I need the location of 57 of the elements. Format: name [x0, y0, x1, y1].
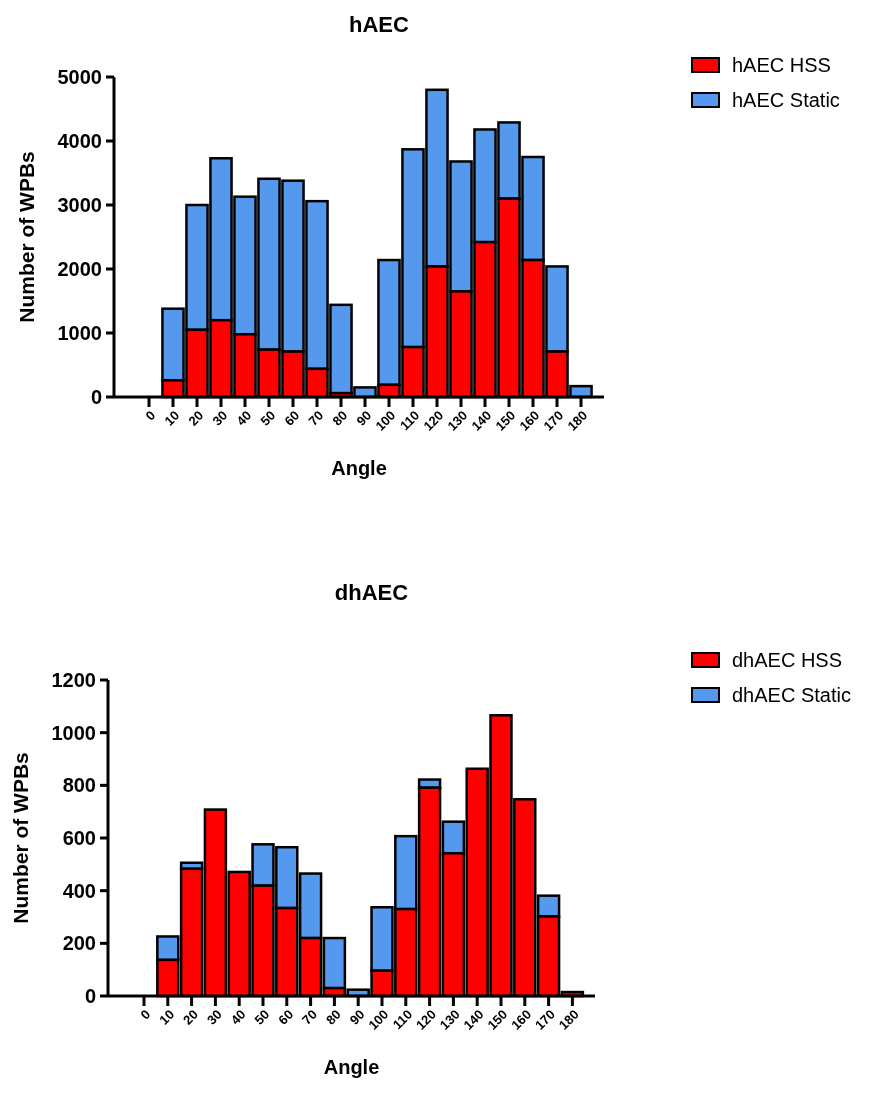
chart-title: dhAEC	[334, 580, 409, 605]
y-axis-title: Number of WPBs	[15, 151, 38, 323]
x-tick-label: 20	[185, 407, 207, 429]
y-axis-title: Number of WPBs	[9, 752, 32, 924]
x-tick-label: 140	[460, 1006, 487, 1033]
x-tick-label: 80	[329, 407, 351, 429]
x-tick-label: 170	[540, 407, 567, 434]
y-tick-label: 200	[62, 932, 96, 955]
x-axis-title: Angle	[331, 457, 387, 479]
x-tick-label: 160	[516, 407, 543, 434]
x-tick-label: 20	[180, 1006, 201, 1028]
x-tick-label: 130	[444, 407, 471, 434]
x-tick-label: 90	[353, 407, 375, 429]
x-tick-label: 90	[346, 1006, 368, 1028]
y-tick-label: 800	[62, 774, 96, 797]
y-tick-label: 2000	[57, 258, 102, 280]
x-tick-label: 30	[209, 407, 231, 429]
x-tick-label: 50	[251, 1006, 273, 1028]
x-tick-label: 130	[436, 1006, 463, 1033]
x-tick-label: 60	[275, 1006, 297, 1028]
x-tick-label: 180	[555, 1006, 582, 1033]
x-tick-label: 0	[142, 407, 159, 424]
x-tick-label: 150	[492, 407, 519, 434]
legend-label: dhAEC Static	[732, 684, 851, 706]
y-tick-label: 5000	[57, 66, 102, 88]
x-tick-label: 110	[396, 407, 423, 434]
x-tick-label: 70	[299, 1006, 320, 1028]
x-tick-label: 70	[305, 407, 327, 429]
y-tick-label: 600	[62, 827, 96, 849]
legend-label: hAEC Static	[732, 89, 840, 111]
legend-label: hAEC HSS	[732, 54, 831, 76]
y-tick-label: 400	[62, 879, 96, 902]
legend-label: dhAEC HSS	[732, 649, 843, 671]
x-tick-label: 180	[564, 407, 591, 434]
y-tick-label: 3000	[57, 194, 102, 216]
x-tick-label: 140	[468, 407, 495, 434]
y-tick-label: 1000	[57, 322, 102, 344]
x-tick-label: 100	[372, 407, 399, 434]
x-tick-label: 120	[420, 407, 447, 434]
y-tick-label: 1000	[51, 721, 96, 744]
x-tick-label: 40	[233, 407, 255, 429]
y-tick-label: 4000	[57, 130, 102, 152]
x-axis-title: Angle	[323, 1056, 380, 1078]
x-tick-label: 50	[257, 407, 279, 429]
y-tick-label: 0	[90, 386, 102, 408]
x-tick-label: 30	[203, 1006, 225, 1028]
x-tick-label: 10	[161, 407, 183, 429]
x-tick-label: 80	[322, 1006, 344, 1028]
x-tick-label: 10	[156, 1006, 178, 1028]
chart-title: hAEC	[349, 12, 410, 37]
y-tick-label: 1200	[51, 669, 96, 691]
x-tick-label: 100	[365, 1006, 392, 1033]
x-tick-label: 60	[281, 407, 303, 429]
x-tick-label: 40	[227, 1006, 249, 1028]
x-tick-label: 0	[137, 1006, 154, 1023]
y-tick-label: 0	[84, 985, 96, 1007]
x-tick-label: 150	[484, 1006, 511, 1033]
